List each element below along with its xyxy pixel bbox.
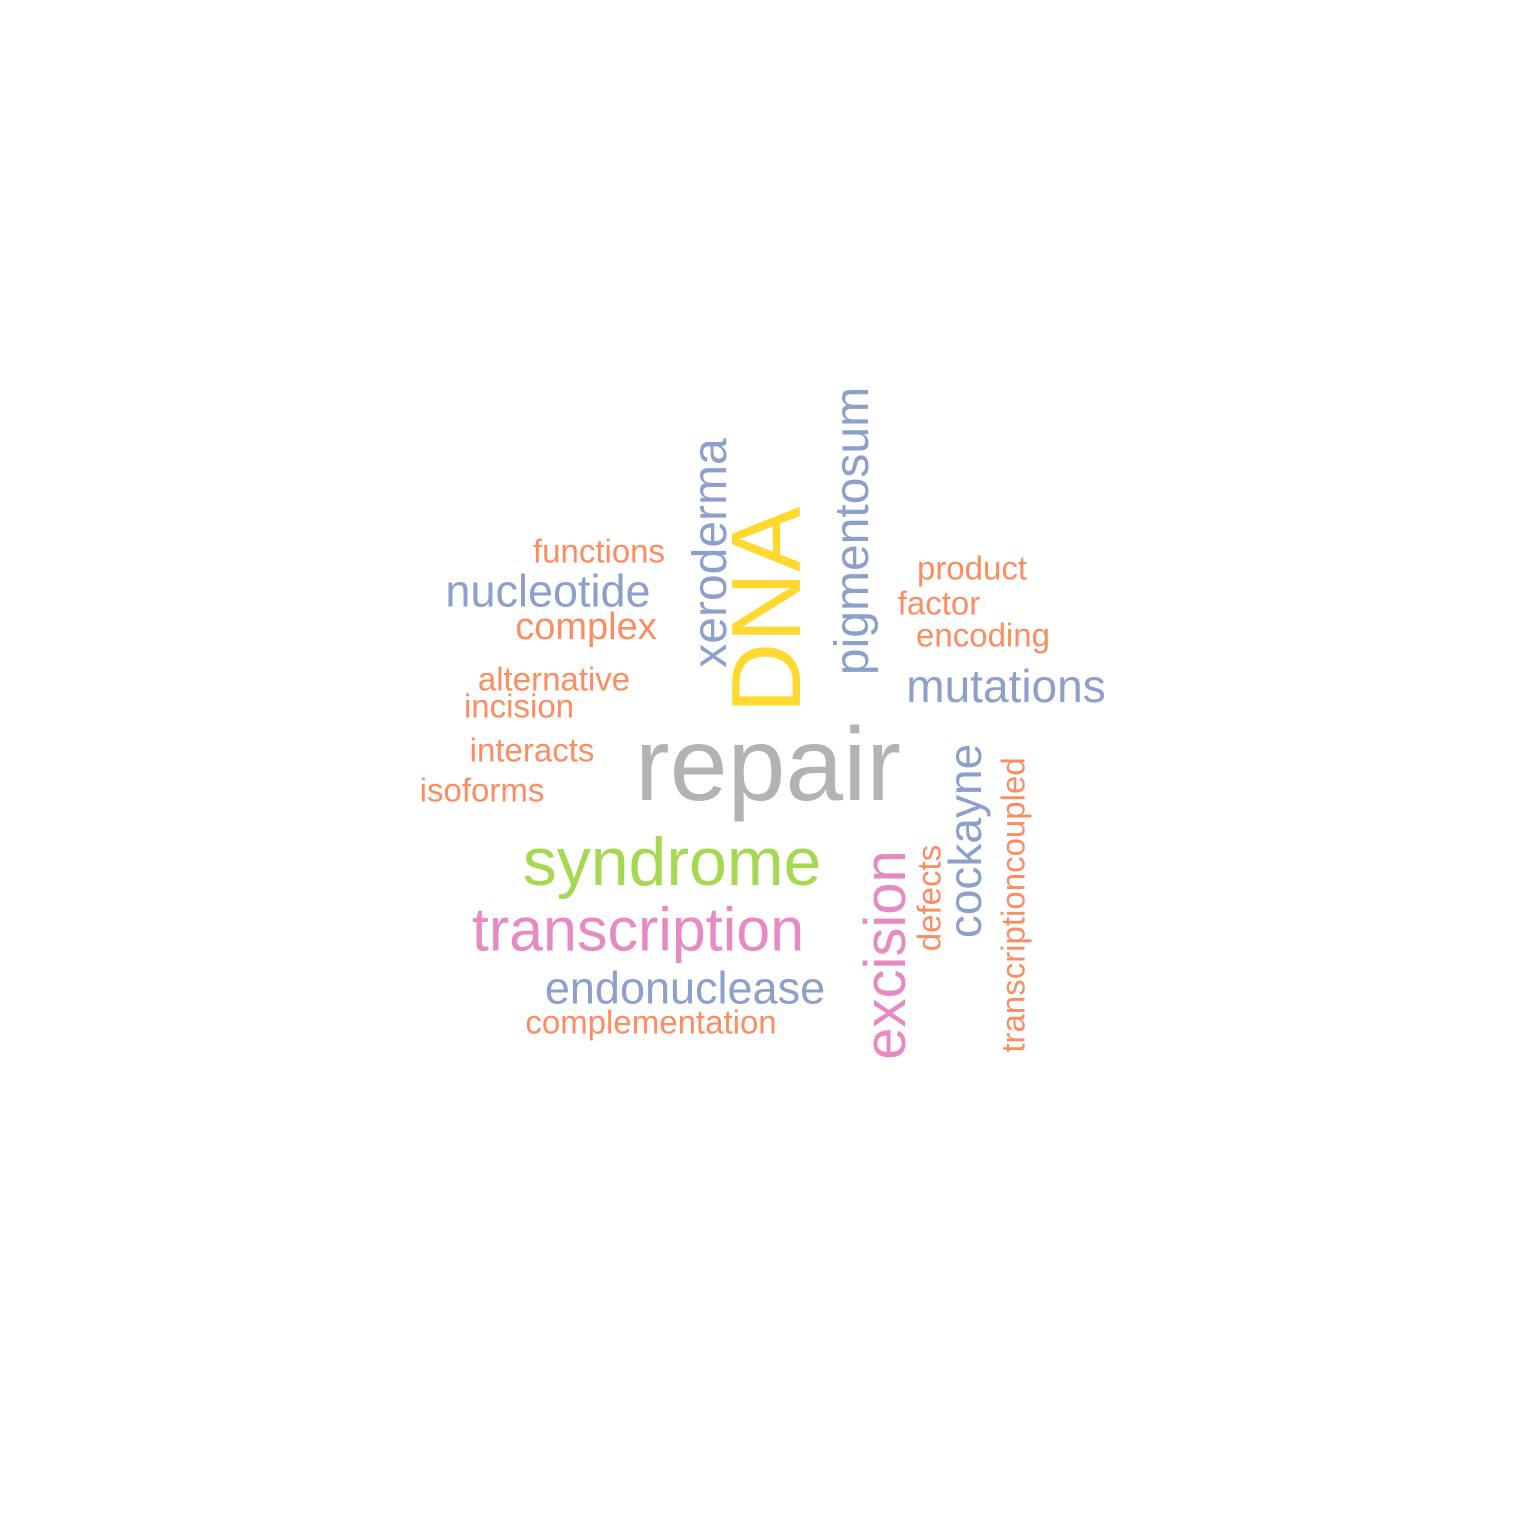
word-excision: excision (853, 850, 918, 1060)
word-interacts: interacts (469, 731, 595, 769)
word-encoding: encoding (916, 616, 1050, 654)
word-mutations: mutations (906, 660, 1106, 712)
word-functions: functions (532, 532, 666, 570)
word-pigmentosum: pigmentosum (826, 386, 879, 676)
word-isoforms: isoforms (419, 771, 545, 809)
word-complex: complex (515, 606, 657, 648)
word-transcription: transcription (471, 895, 805, 964)
word-product: product (916, 549, 1028, 587)
word-defects: defects (910, 844, 948, 952)
word-transcriptioncoupled: transcriptioncoupled (994, 757, 1032, 1053)
word-alternative: alternative (477, 660, 631, 698)
word-syndrome: syndrome (522, 824, 822, 900)
word-nucleotide: nucleotide (445, 565, 651, 617)
word-repair: repair (635, 707, 901, 823)
word-endonuclease: endonuclease (544, 962, 826, 1014)
word-complementation: complementation (525, 1003, 777, 1041)
word-xeroderma: xeroderma (684, 438, 737, 668)
word-incision: incision (463, 687, 575, 725)
word-factor: factor (897, 584, 981, 622)
word-cockayne: cockayne (939, 743, 991, 939)
